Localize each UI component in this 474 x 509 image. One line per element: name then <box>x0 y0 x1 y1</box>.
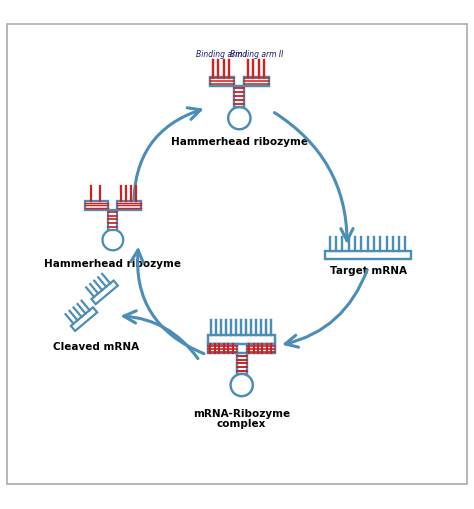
Text: Cleaved mRNA: Cleaved mRNA <box>54 341 139 351</box>
Bar <box>108 210 118 230</box>
Bar <box>246 345 275 354</box>
Bar <box>237 354 246 374</box>
Circle shape <box>102 230 123 251</box>
Bar <box>326 251 411 259</box>
Text: Binding arm II: Binding arm II <box>230 50 283 59</box>
Circle shape <box>230 374 253 397</box>
Bar <box>71 308 97 331</box>
Text: mRNA-Ribozyme: mRNA-Ribozyme <box>193 408 290 418</box>
Circle shape <box>228 108 250 130</box>
Text: Target mRNA: Target mRNA <box>329 266 407 276</box>
Bar <box>208 335 275 345</box>
Bar <box>210 77 235 87</box>
Text: Binding arm I: Binding arm I <box>196 50 247 59</box>
Text: complex: complex <box>217 418 266 428</box>
Text: Hammerhead ribozyme: Hammerhead ribozyme <box>45 258 182 268</box>
Text: Hammerhead ribozyme: Hammerhead ribozyme <box>171 137 308 147</box>
Bar <box>244 77 269 87</box>
Bar <box>118 202 140 210</box>
Bar <box>85 202 108 210</box>
Bar <box>208 345 237 354</box>
Bar <box>91 281 118 304</box>
Bar <box>235 87 244 108</box>
